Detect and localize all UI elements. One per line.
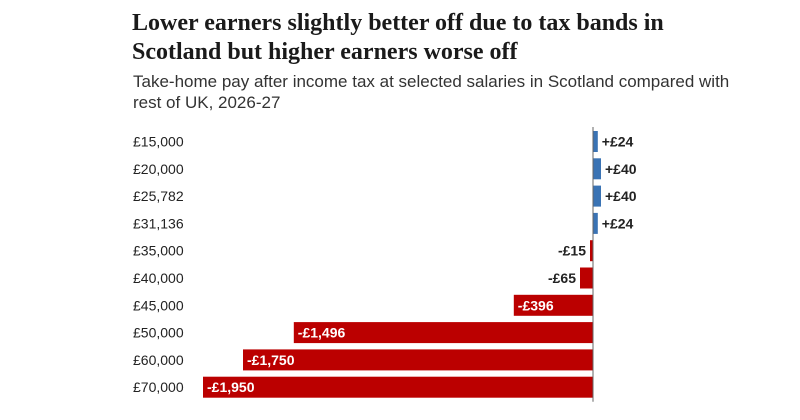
data-label: +£40 xyxy=(605,161,637,177)
bar xyxy=(590,240,593,262)
category-label: £40,000 xyxy=(133,270,184,286)
bar xyxy=(513,294,593,316)
category-label: £31,136 xyxy=(133,215,184,231)
data-label: -£1,496 xyxy=(298,325,346,341)
category-label: £70,000 xyxy=(133,379,184,395)
chart-title: Lower earners slightly better off due to… xyxy=(132,10,664,65)
bar xyxy=(593,158,601,180)
bar xyxy=(593,212,598,234)
data-label: +£24 xyxy=(602,134,634,150)
category-label: £25,782 xyxy=(133,188,184,204)
data-label: +£24 xyxy=(602,215,634,231)
category-label: £60,000 xyxy=(133,352,184,368)
bar xyxy=(203,376,593,398)
category-label: £20,000 xyxy=(133,161,184,177)
bar xyxy=(293,322,593,344)
category-label: £35,000 xyxy=(133,243,184,259)
data-label: -£396 xyxy=(518,297,554,313)
bar xyxy=(580,267,593,289)
data-label: -£15 xyxy=(558,243,586,259)
data-label: -£1,950 xyxy=(207,379,255,395)
chart-subtitle: Take-home pay after income tax at select… xyxy=(133,72,730,112)
category-label: £50,000 xyxy=(133,325,184,341)
bar xyxy=(593,185,601,207)
data-label: -£65 xyxy=(548,270,576,286)
bar xyxy=(593,131,598,152)
bar xyxy=(243,349,593,371)
data-label: +£40 xyxy=(605,188,637,204)
category-label: £45,000 xyxy=(133,297,184,313)
category-label: £15,000 xyxy=(133,134,184,150)
data-label: -£1,750 xyxy=(247,352,295,368)
